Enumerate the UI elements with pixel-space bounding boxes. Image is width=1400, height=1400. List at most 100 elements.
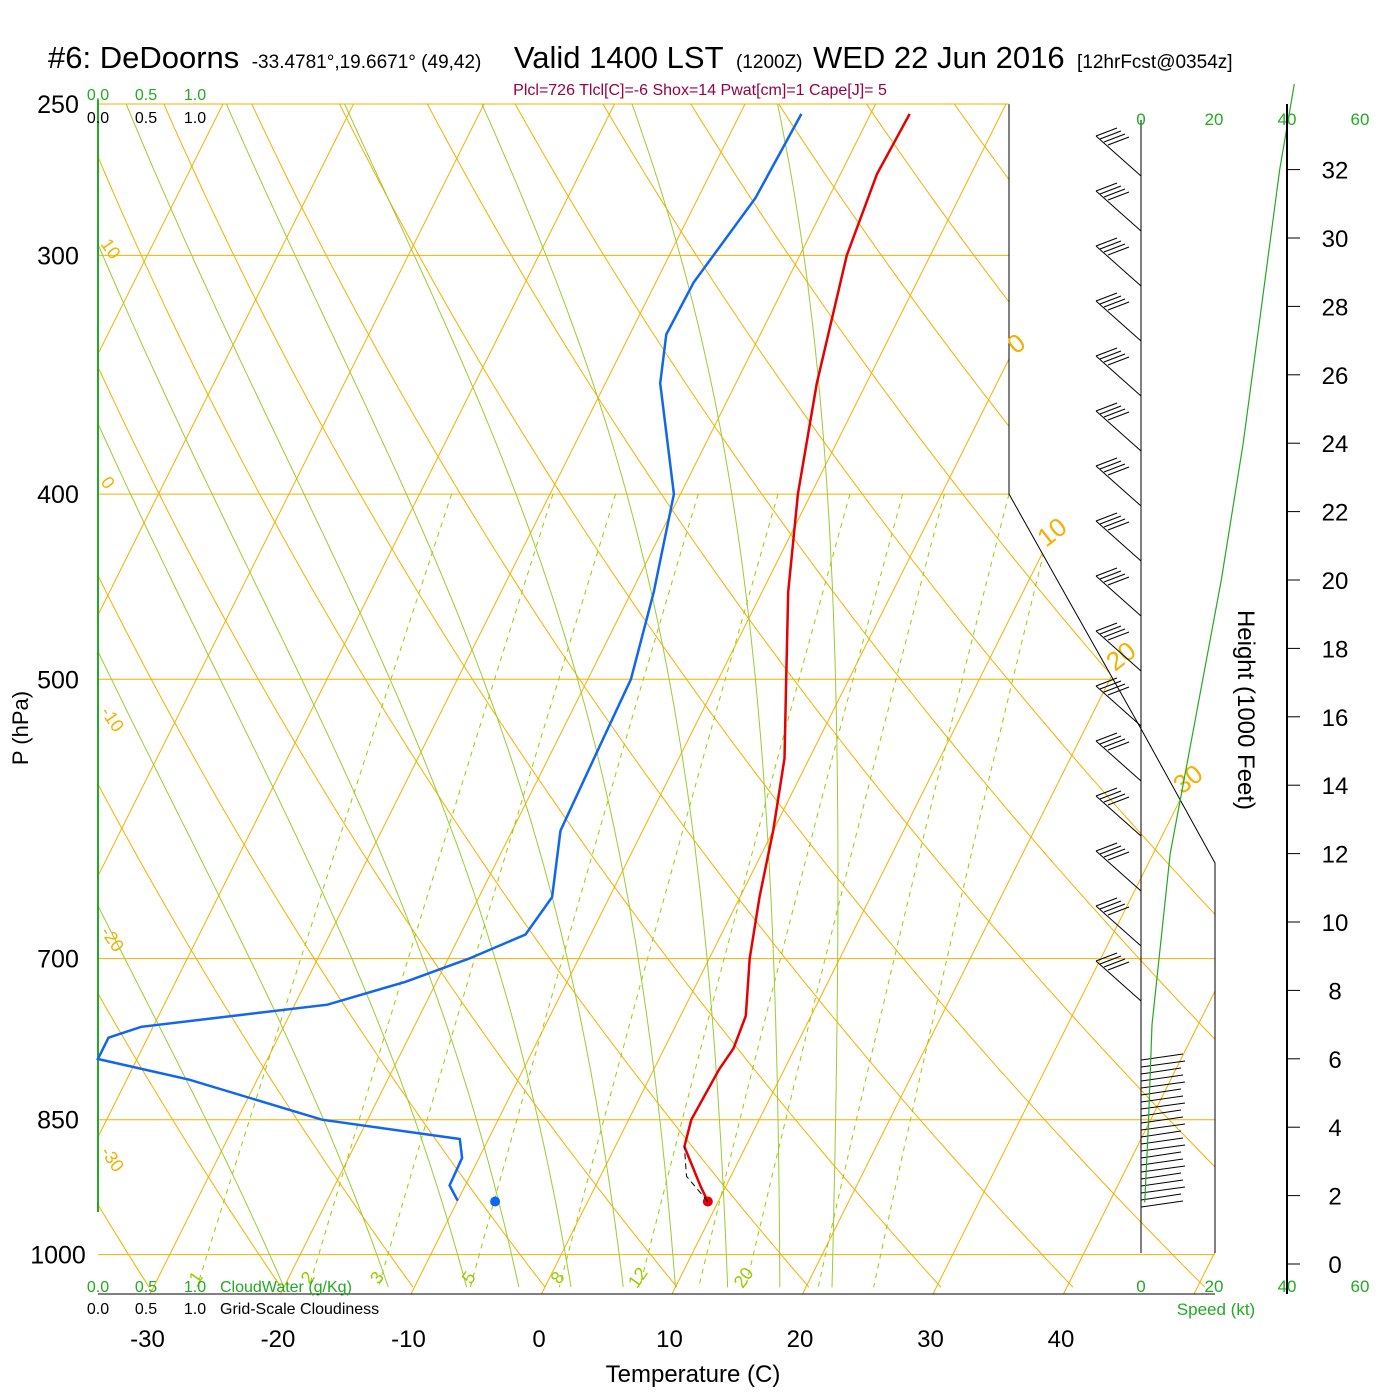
cloudwater-label: CloudWater (g/Kg): [220, 1279, 352, 1296]
mixing-ratio-line: [558, 493, 779, 1288]
moist-adiabat: [98, 104, 520, 1288]
cloudiness-scale-bottom: 1.0: [184, 1301, 206, 1318]
station-name: #6: DeDoorns: [48, 40, 240, 75]
cloudiness-scale-bottom: 0.0: [87, 1301, 109, 1318]
speed-tick-top: 60: [1351, 110, 1370, 129]
x-tick-label: 30: [917, 1326, 944, 1353]
height-tick-label: 22: [1322, 500, 1349, 527]
cloudiness-scale-bottom: 0.5: [135, 1301, 157, 1318]
wind-barb: [1095, 402, 1142, 452]
wind-barb: [1140, 1102, 1186, 1110]
temperature-profile: [683, 113, 911, 1203]
isotherm-line: [1063, 104, 1215, 1294]
dry-adiabat: [98, 104, 414, 1288]
speed-tick-bottom: 20: [1205, 1277, 1224, 1296]
cloudwater-scale-top: 0.5: [135, 87, 157, 104]
dry-adiabat: [669, 104, 1215, 1288]
wind-barb: [1095, 732, 1142, 782]
pressure-tick-label: 1000: [30, 1242, 86, 1270]
speed-axis-title: Speed (kt): [1177, 1300, 1255, 1319]
wind-barb: [1140, 1144, 1186, 1152]
wind-barb: [1095, 897, 1142, 947]
x-tick-label: 0: [532, 1326, 545, 1353]
dry-adiabat: [98, 104, 546, 1288]
x-tick-label: -30: [130, 1326, 165, 1353]
dry-adiabat: [322, 104, 1206, 1288]
height-tick-label: 20: [1322, 568, 1349, 595]
isotherm-label: -30: [97, 1143, 128, 1176]
isotherm-line: [98, 104, 615, 1294]
mixing-ratio-line: [698, 493, 904, 1288]
dry-adiabat: [1365, 70, 1400, 1287]
wind-barb: [1140, 1193, 1182, 1201]
isotherm-line: [671, 104, 1215, 1294]
isotherm-line: [98, 104, 354, 1294]
pressure-tick-label: 250: [37, 91, 79, 119]
dry-adiabat: [235, 104, 1074, 1288]
height-tick-label: 8: [1328, 978, 1341, 1005]
wind-barb: [1140, 1109, 1182, 1117]
wind-barb: [1095, 622, 1142, 672]
x-axis-title: Temperature (C): [606, 1361, 781, 1388]
mixing-ratio-label: 5: [458, 1268, 480, 1288]
height-tick-label: 10: [1322, 910, 1349, 937]
mixing-ratio-line: [817, 493, 1010, 1288]
height-tick-label: 30: [1322, 226, 1349, 253]
parcel-path: [683, 1146, 709, 1202]
height-tick-label: 16: [1322, 705, 1349, 732]
wind-barb: [1140, 1179, 1184, 1187]
pressure-tick-label: 700: [37, 946, 79, 974]
dry-adiabat: [98, 104, 810, 1288]
wind-barb: [1140, 1060, 1186, 1068]
wind-barb: [1140, 1067, 1182, 1075]
dry-adiabat: [98, 104, 282, 1288]
wind-barb: [1140, 1095, 1184, 1103]
height-tick-label: 14: [1322, 773, 1349, 800]
isotherm-label: 20: [1100, 635, 1141, 676]
wind-barb: [1140, 1186, 1186, 1194]
height-tick-label: 32: [1322, 158, 1349, 185]
wind-barb: [1095, 842, 1142, 892]
cloudiness-scale-top: 1.0: [184, 110, 206, 127]
plot-frame: [97, 100, 1216, 1295]
cloudiness-scale-top: 0.0: [87, 110, 109, 127]
isotherm-line: [932, 104, 1215, 1294]
isotherm-label: -20: [97, 923, 128, 956]
wind-barb: [1140, 1151, 1182, 1159]
speed-tick-bottom: 0: [1136, 1277, 1145, 1296]
moist-adiabat: [98, 104, 389, 1288]
wind-barb: [1140, 1165, 1186, 1173]
speed-tick-top: 20: [1205, 110, 1224, 129]
mixing-ratio-label: 8: [546, 1268, 568, 1288]
wind-barb: [1095, 787, 1142, 837]
speed-tick-top: 0: [1136, 110, 1145, 129]
stability-indices: Plcl=726 Tlcl[C]=-6 Shox=14 Pwat[cm]=1 C…: [513, 82, 887, 99]
isotherm-line: [280, 104, 876, 1294]
mixing-ratio-label: 20: [730, 1264, 758, 1292]
wind-speed-curve: [1144, 83, 1295, 1203]
height-tick-label: 24: [1322, 431, 1349, 458]
isotherm-label: 30: [1167, 758, 1208, 799]
valid-time: Valid 1400 LST: [513, 40, 724, 75]
zulu-time: (1200Z): [735, 52, 803, 73]
mixing-ratio-line: [639, 493, 851, 1288]
dry-adiabat: [582, 104, 1215, 1288]
wind-barb: [1140, 1074, 1184, 1082]
height-tick-label: 26: [1322, 363, 1349, 390]
forecast-date: WED 22 Jun 2016: [812, 40, 1065, 75]
wind-barb: [1095, 182, 1142, 232]
dry-adiabat: [843, 104, 1215, 1288]
wind-barb: [1095, 457, 1142, 507]
isotherm-label: 0: [1001, 327, 1031, 360]
wind-barb: [1140, 1053, 1184, 1061]
x-tick-label: 20: [787, 1326, 814, 1353]
mixing-ratio-line: [873, 493, 1059, 1288]
isotherm-line: [1193, 104, 1215, 1294]
moist-adiabat: [98, 104, 468, 1288]
dry-adiabat: [1190, 104, 1215, 1288]
height-tick-label: 0: [1328, 1252, 1341, 1279]
dry-adiabat: [409, 104, 1215, 1288]
isotherm-line: [98, 104, 485, 1294]
mixing-ratio-line: [196, 493, 453, 1288]
wind-barb: [1140, 1158, 1184, 1166]
